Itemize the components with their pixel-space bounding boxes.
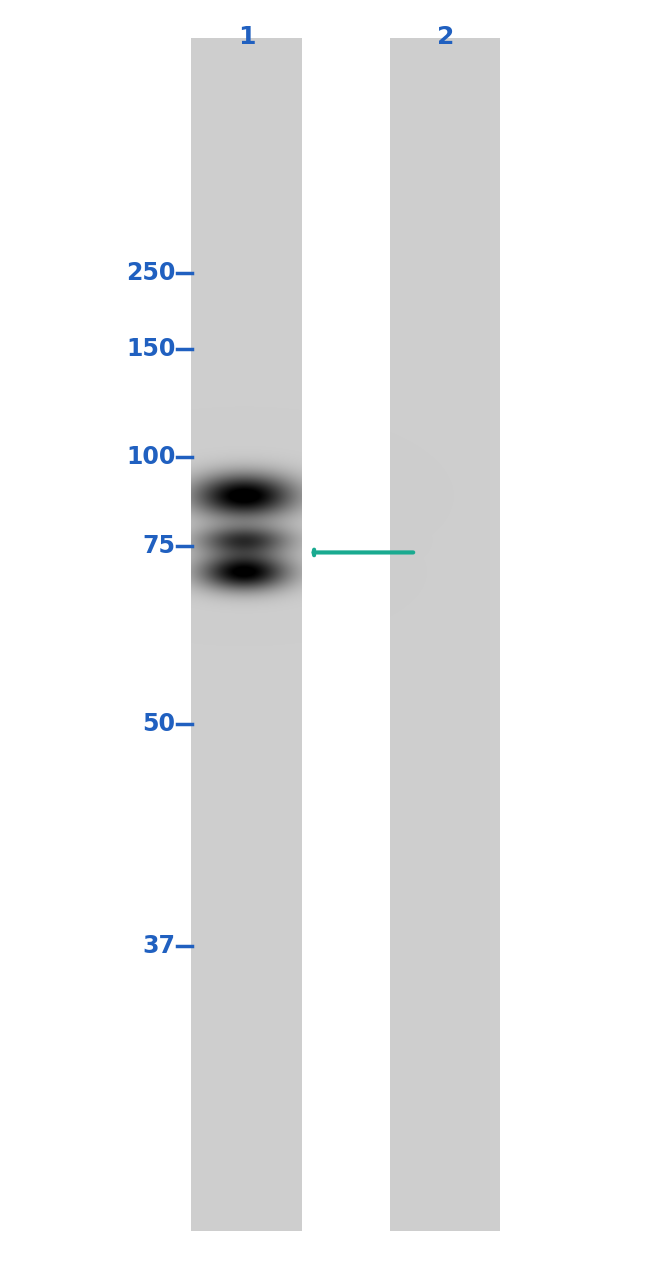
Text: 250: 250 xyxy=(126,262,176,284)
Text: 2: 2 xyxy=(437,25,454,50)
Text: 50: 50 xyxy=(142,712,176,735)
Text: 37: 37 xyxy=(142,935,176,958)
Bar xyxy=(390,38,500,1232)
Text: 100: 100 xyxy=(126,446,176,469)
Text: 75: 75 xyxy=(142,535,176,558)
Text: 150: 150 xyxy=(126,338,176,361)
Text: 1: 1 xyxy=(239,25,255,50)
Bar xyxy=(192,38,302,1232)
